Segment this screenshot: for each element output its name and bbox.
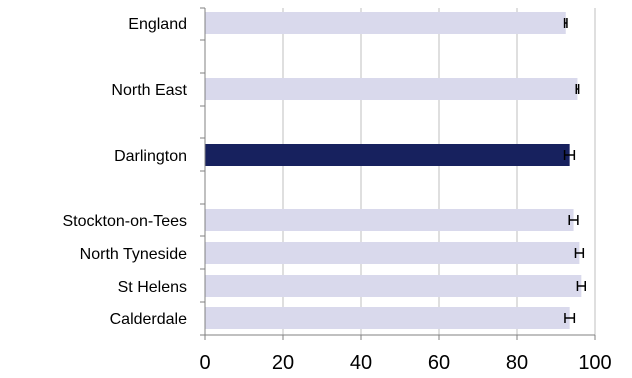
category-label: Calderdale: [110, 311, 187, 328]
bar: [205, 275, 582, 297]
x-tick-label: 20: [272, 352, 294, 374]
x-tick-label: 60: [428, 352, 450, 374]
x-tick-label: 40: [350, 352, 372, 374]
x-tick-label: 0: [199, 352, 210, 374]
bar: [205, 144, 570, 166]
category-label: Darlington: [114, 148, 187, 165]
bar: [205, 307, 570, 329]
category-label: Stockton-on-Tees: [62, 213, 187, 230]
bar: [205, 242, 580, 264]
bar: [205, 209, 574, 231]
x-tick-label: 80: [506, 352, 528, 374]
x-tick-label: 100: [578, 352, 611, 374]
bar: [205, 78, 578, 100]
category-label: England: [128, 16, 187, 33]
category-label: St Helens: [118, 279, 187, 296]
bar: [205, 12, 566, 34]
category-label: North East: [111, 82, 187, 99]
category-label: North Tyneside: [80, 246, 187, 263]
